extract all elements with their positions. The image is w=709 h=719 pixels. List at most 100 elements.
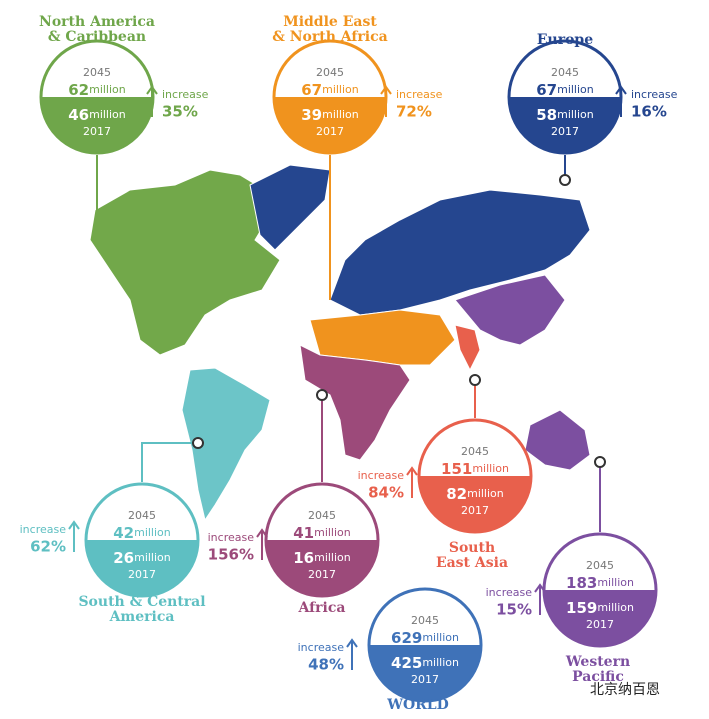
- value-future-unit: million: [322, 83, 359, 96]
- value-now-number: 82: [446, 485, 467, 503]
- increase-arrow-head: [534, 583, 546, 593]
- year-now: 2017: [461, 504, 489, 517]
- value-future: 42million: [113, 524, 171, 542]
- africa: [299, 344, 411, 461]
- value-future-unit: million: [314, 526, 351, 539]
- increase-label: increase: [396, 88, 443, 101]
- connector-dot: [594, 456, 606, 468]
- value-now: 39million: [301, 106, 359, 124]
- increase-arrow-head: [406, 466, 418, 476]
- value-now-number: 58: [536, 106, 557, 124]
- region: 2045183million159million2017WesternPacif…: [486, 532, 658, 685]
- increase-value: 156%: [208, 546, 254, 564]
- region-name: Middle East: [283, 14, 377, 30]
- increase-label: increase: [162, 88, 209, 101]
- value-now-number: 46: [68, 106, 89, 124]
- value-now-number: 159: [566, 599, 597, 617]
- value-now: 26million: [113, 549, 171, 567]
- year-future: 2045: [308, 509, 336, 522]
- increase-value: 84%: [368, 484, 404, 502]
- value-future: 62million: [68, 81, 126, 99]
- year-future: 2045: [411, 614, 439, 627]
- value-future: 67million: [301, 81, 359, 99]
- value-now-number: 26: [113, 549, 134, 567]
- year-future: 2045: [586, 559, 614, 572]
- region-circle-lower: [419, 476, 531, 532]
- value-now: 82million: [446, 485, 504, 503]
- increase-arrow-head: [615, 85, 627, 95]
- year-now: 2017: [316, 125, 344, 138]
- region-name: North America: [39, 14, 155, 30]
- region-name: South: [449, 540, 495, 556]
- value-future-number: 151: [441, 460, 472, 478]
- connector-dot: [559, 174, 571, 186]
- year-future: 2045: [551, 66, 579, 79]
- year-future: 2045: [83, 66, 111, 79]
- value-future-number: 41: [293, 524, 314, 542]
- value-future: 151million: [441, 460, 509, 478]
- value-now-unit: million: [422, 656, 459, 669]
- value-now-unit: million: [322, 108, 359, 121]
- year-now: 2017: [411, 673, 439, 686]
- value-now-unit: million: [134, 551, 171, 564]
- value-future-number: 67: [301, 81, 322, 99]
- value-now: 425million: [391, 654, 459, 672]
- south-asia: [454, 324, 481, 372]
- increase-label: increase: [20, 523, 67, 536]
- region-circle-lower: [544, 590, 656, 646]
- region-name: South & Central: [78, 594, 205, 610]
- value-future-unit: million: [89, 83, 126, 96]
- south-america: [181, 367, 271, 522]
- connectors: [96, 155, 606, 532]
- region-circle-lower: [41, 97, 153, 153]
- value-future: 67million: [536, 81, 594, 99]
- value-now-unit: million: [314, 551, 351, 564]
- world-map: [89, 164, 591, 522]
- value-future-number: 42: [113, 524, 134, 542]
- value-now-unit: million: [597, 601, 634, 614]
- value-now: 159million: [566, 599, 634, 617]
- connector-dot: [192, 437, 204, 449]
- year-now: 2017: [308, 568, 336, 581]
- region-name: America: [109, 609, 175, 625]
- east-asia: [454, 274, 566, 346]
- value-future-unit: million: [597, 576, 634, 589]
- greenland: [249, 164, 331, 251]
- increase-label: increase: [208, 531, 255, 544]
- increase-arrow-head: [146, 85, 158, 95]
- increase-label: increase: [298, 641, 345, 654]
- watermark: 北京纳百恩: [590, 682, 660, 698]
- value-future-number: 67: [536, 81, 557, 99]
- year-now: 2017: [128, 568, 156, 581]
- region-circle-lower: [274, 97, 386, 153]
- australia: [524, 409, 591, 471]
- increase-arrow-head: [380, 85, 392, 95]
- value-future: 629million: [391, 629, 459, 647]
- value-future-unit: million: [472, 462, 509, 475]
- value-future-number: 62: [68, 81, 89, 99]
- region-name: Pacific: [572, 669, 624, 685]
- region-name: Western: [565, 654, 630, 670]
- increase-arrow-head: [256, 528, 268, 538]
- europe-russia: [329, 189, 591, 316]
- value-future-unit: million: [557, 83, 594, 96]
- value-future: 41million: [293, 524, 351, 542]
- value-now: 16million: [293, 549, 351, 567]
- region-name: WORLD: [386, 697, 449, 713]
- region: 204541million16million2017Africaincrease…: [208, 482, 380, 616]
- value-now-number: 425: [391, 654, 422, 672]
- region: 2045629million425million2017WORLDincreas…: [298, 587, 483, 713]
- increase-value: 48%: [308, 656, 344, 674]
- year-now: 2017: [83, 125, 111, 138]
- value-now-unit: million: [467, 487, 504, 500]
- value-now-number: 16: [293, 549, 314, 567]
- value-now-unit: million: [89, 108, 126, 121]
- year-future: 2045: [128, 509, 156, 522]
- value-now: 46million: [68, 106, 126, 124]
- increase-label: increase: [486, 586, 533, 599]
